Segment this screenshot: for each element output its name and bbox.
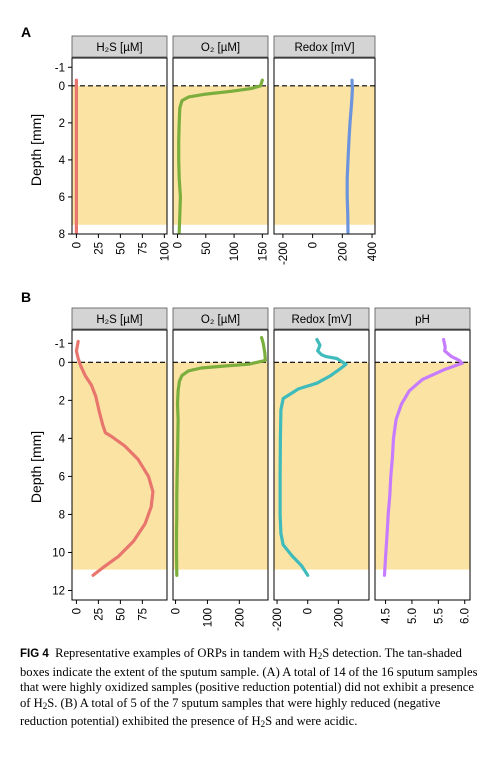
panel-a-x-tick-label: 0: [173, 242, 185, 248]
panel-b-x-tick-label: 0: [171, 608, 183, 614]
panel-a-x-tick-label: -200: [278, 242, 290, 265]
panel-a-x-tick-label: 75: [137, 242, 149, 255]
panel-b-facet-strip: [172, 307, 269, 330]
panel-b-facet-title: H₂S [µM]: [96, 314, 142, 326]
figure-caption: FIG 4 Representative examples of ORPs in…: [20, 646, 482, 733]
panel-b-x-tick-label: 50: [115, 608, 127, 621]
panel-a-sample-shading: [274, 85, 375, 225]
panel-b-facet-strip: [71, 307, 168, 330]
panel-a-x-tick-label: 25: [93, 242, 105, 255]
panel-a-x-tick-label: 200: [337, 242, 349, 261]
panel-b-y-tick-label: 4: [59, 433, 66, 445]
panel-a-facet-strip: [172, 35, 269, 58]
panel-a-x-tick-label: 50: [115, 242, 127, 255]
panel-b-facet-title: pH: [415, 314, 430, 326]
panel-b-y-axis-label: Depth [mm]: [28, 431, 44, 503]
panel-a-plot-frame: [273, 57, 376, 235]
panel-b-y-tick-label: -1: [55, 338, 65, 350]
figure-canvas: A B Depth [mm] Depth [mm] -1 0 2 4 6 8 H₂S [µM…: [21, 24, 472, 631]
panel-a-y-tick-label: 6: [59, 192, 65, 204]
panel-b-y-tick-label: 2: [59, 395, 65, 407]
caption-text-2: S detection. The tan-shaded boxes indica…: [20, 646, 478, 710]
panel-b-y-tick-label: 0: [59, 357, 65, 369]
panel-b-sample-shading: [72, 362, 167, 570]
panel-a-y-tick-label: -1: [55, 62, 65, 74]
panel-b-h2s-line: [74, 339, 155, 577]
panel-b-y-tick-label: 6: [59, 471, 65, 483]
panel-a: -1 0 2 4 6 8 H₂S [µM] 0 25 50 75 100 O₂ [µM] 0 50 100 15…: [55, 35, 379, 265]
panel-b-x-tick-label: 0: [303, 608, 315, 614]
caption-fig-label: FIG 4: [20, 648, 49, 660]
panel-b-x-tick-label: 0: [71, 608, 83, 614]
panel-a-x-tick-label: 100: [159, 242, 171, 261]
panel-b-x-tick-label: 4.5: [381, 608, 393, 624]
panel-b-plot-frame: [374, 329, 471, 601]
panel-a-redox-line: [345, 78, 354, 234]
panel-a-x-tick-label: 0: [71, 242, 83, 248]
panel-a-facet-title: Redox [mV]: [294, 42, 354, 54]
panel-b-facet-title: O₂ [µM]: [201, 314, 240, 326]
panel-b-plot-frame: [71, 329, 168, 601]
panel-b-facet-title: Redox [mV]: [291, 314, 351, 326]
panel-b-label: B: [21, 289, 31, 305]
panel-b-x-tick-label: 100: [202, 608, 214, 627]
panel-a-x-tick-label: 50: [201, 242, 213, 255]
panel-b-facet-strip: [273, 307, 370, 330]
caption-text-1: Representative examples of ORPs in tande…: [55, 646, 318, 660]
panel-b-redox-line: [278, 337, 348, 577]
panel-a-x-tick-label: 0: [308, 242, 320, 248]
caption-sub-3: 2: [260, 719, 266, 730]
panel-b-y-tick-label: 8: [59, 509, 65, 521]
panel-a-facet-strip: [71, 35, 168, 58]
panel-b-facet-strip: [374, 307, 471, 330]
panel-b: -1 0 2 4 6 8 10 12 H₂S [µM] 0 25 50 75 O₂ [µM] 0 100 200…: [52, 307, 472, 631]
panel-a-sample-shading: [173, 85, 268, 225]
panel-a-y-tick-label: 2: [59, 118, 65, 130]
caption-text-3: S. (B) A total of 5 of the 7 sputum samp…: [20, 695, 441, 729]
panel-b-x-tick-label: 200: [234, 608, 246, 627]
panel-a-y-tick-label: 8: [59, 229, 65, 241]
panel-b-x-tick-label: 25: [93, 608, 105, 621]
panel-b-x-tick-label: -200: [272, 608, 284, 631]
panel-b-x-tick-label: 6.0: [460, 608, 472, 624]
panel-b-sample-shading: [274, 362, 369, 570]
panel-b-plot-frame: [273, 329, 370, 601]
panel-a-sample-shading: [72, 85, 167, 225]
panel-a-plot-frame: [172, 57, 269, 235]
panel-a-y-tick-label: 0: [59, 81, 65, 93]
panel-a-y-tick-label: 4: [59, 155, 66, 167]
caption-text-4: S and were acidic.: [265, 714, 358, 729]
panel-a-y-axis-label: Depth [mm]: [28, 114, 44, 186]
panel-a-plot-frame: [71, 57, 168, 235]
panel-b-x-tick-label: 5.0: [407, 608, 419, 624]
panel-a-x-tick-label: 100: [229, 242, 241, 261]
caption-sub-1: 2: [317, 651, 323, 661]
panel-a-x-tick-label: 400: [367, 242, 379, 261]
panel-a-label: A: [21, 24, 31, 40]
panel-b-o2-line: [174, 336, 267, 577]
panel-b-ph-line: [382, 337, 464, 577]
panel-b-y-tick-label: 12: [52, 585, 65, 597]
panel-b-x-tick-label: 75: [137, 608, 149, 621]
panel-a-facet-title: O₂ [µM]: [201, 42, 240, 54]
panel-a-x-tick-label: 150: [257, 242, 269, 261]
panel-a-o2-line: [177, 78, 264, 234]
caption-sub-2: 2: [42, 700, 48, 711]
panel-b-y-tick-label: 10: [52, 547, 65, 559]
panel-a-facet-title: H₂S [µM]: [96, 42, 142, 54]
panel-b-plot-frame: [172, 329, 269, 601]
panel-b-sample-shading: [375, 362, 470, 570]
panel-a-facet-strip: [273, 35, 376, 58]
panel-b-sample-shading: [173, 362, 268, 570]
panel-b-x-tick-label: 5.5: [433, 608, 445, 624]
panel-b-x-tick-label: 200: [333, 608, 345, 627]
